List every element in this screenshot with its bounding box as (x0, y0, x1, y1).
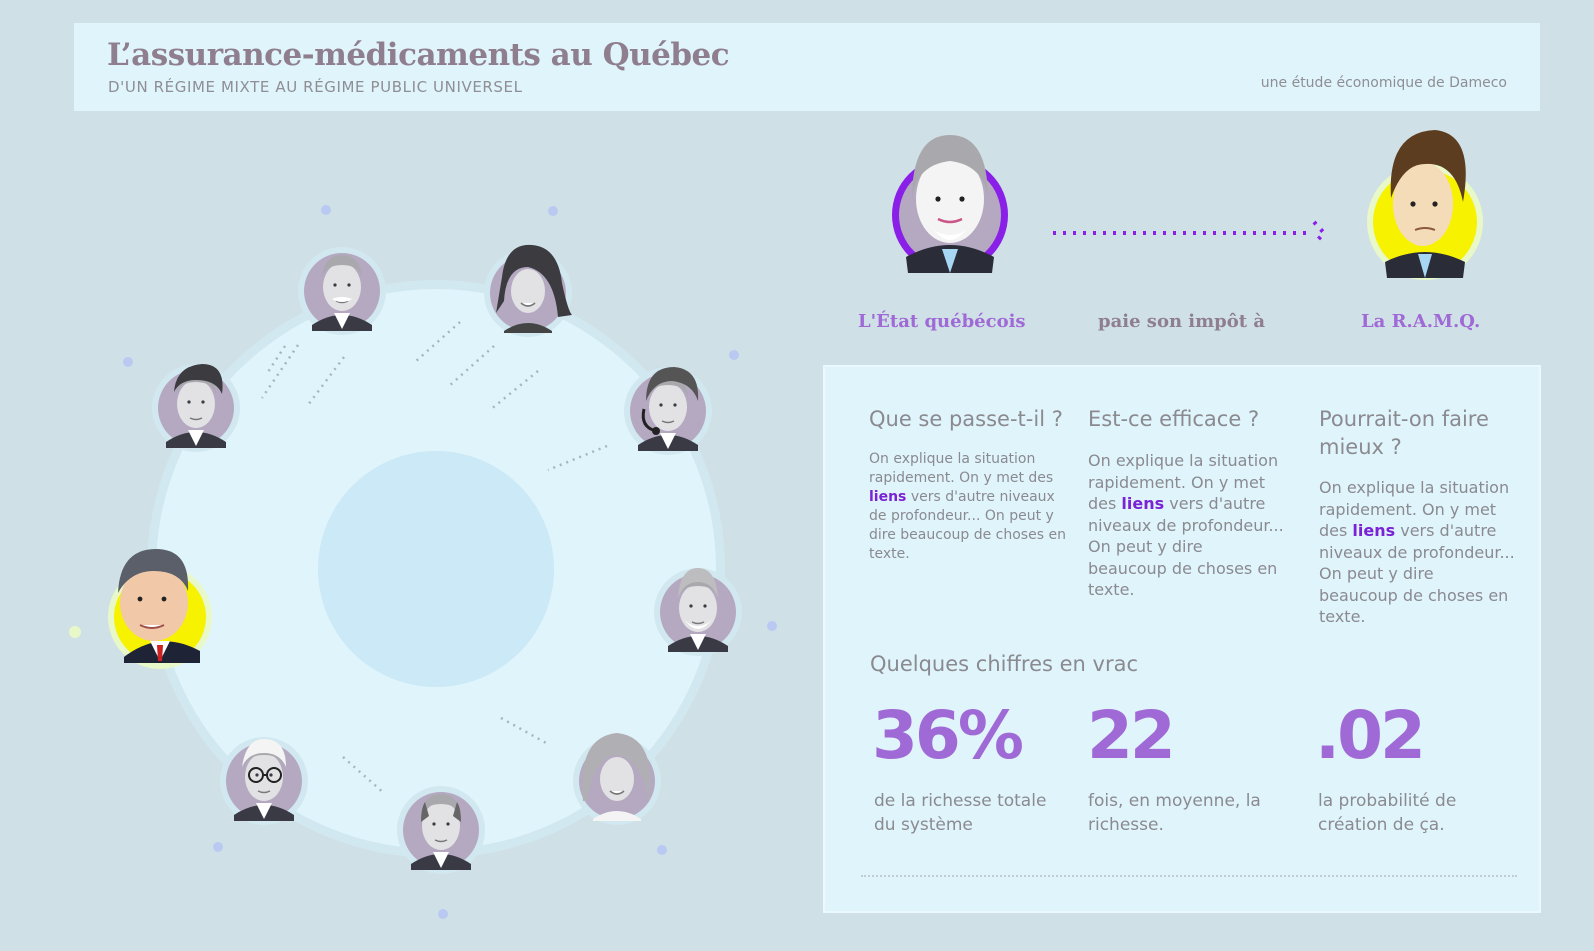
stat-description: fois, en moyenne, la richesse. (1088, 791, 1261, 835)
stats-heading: Quelques chiffres en vrac (870, 652, 1139, 676)
portrait-man-dark-hair (152, 364, 240, 452)
stat-value: 22 (1087, 697, 1176, 774)
column-text: On explique la situation rapidement. On … (1088, 450, 1286, 601)
column-text: On explique la situation rapidement. On … (1319, 477, 1515, 628)
stat-value: .02 (1315, 697, 1426, 774)
text-after: vers d'autre niveaux de profondeur... On… (869, 489, 1066, 562)
liens-link[interactable]: liens (1121, 494, 1165, 513)
flow-from-label[interactable]: L'État québécois (858, 311, 1026, 332)
portrait-man-white-beard (654, 568, 742, 656)
portrait-man-glasses (220, 737, 308, 825)
page-subtitle: D'UN RÉGIME MIXTE AU RÉGIME PUBLIC UNIVE… (108, 78, 523, 96)
flow-verb-label: paie son impôt à (1098, 311, 1266, 332)
text-before: On explique la situation rapidement. On … (1319, 478, 1510, 540)
divider-dotted (861, 875, 1517, 877)
portrait-man-gray-mustache (298, 247, 386, 335)
text-after: vers d'autre niveaux de profondeur... On… (1088, 494, 1284, 599)
column-situation: Que se passe-t-il ? On explique la situa… (869, 405, 1069, 564)
text-before: On explique la situation rapidement. On … (1088, 451, 1279, 513)
liens-link[interactable]: liens (869, 489, 907, 505)
arrow-dotted (1053, 220, 1327, 246)
stat-description: la probabilité de création de ça. (1318, 791, 1457, 835)
center-circle (318, 451, 554, 687)
column-efficacite: Est-ce efficace ? On explique la situati… (1088, 405, 1286, 601)
column-question: Pourrait-on faire mieux ? (1319, 407, 1489, 459)
portrait-woman-headset (624, 367, 712, 455)
stat-value: 36% (872, 697, 1024, 774)
header-banner: L’assurance-médicaments au Québec D'UN R… (74, 23, 1540, 111)
text-before: On explique la situation rapidement. On … (869, 451, 1054, 486)
connector-lines (260, 321, 608, 795)
stat-description: de la richesse totale du système (874, 791, 1047, 835)
flow-to-label[interactable]: La R.A.M.Q. (1361, 311, 1481, 332)
column-question: Est-ce efficace ? (1088, 407, 1260, 431)
info-panel: Que se passe-t-il ? On explique la situa… (823, 365, 1541, 913)
page-title: L’assurance-médicaments au Québec (107, 37, 730, 73)
decorative-dots (123, 205, 777, 919)
text-after: vers d'autre niveaux de profondeur... On… (1319, 521, 1515, 626)
portrait-woman-blonde (573, 733, 661, 825)
portrait-man-balding (397, 786, 485, 874)
column-mieux: Pourrait-on faire mieux ? On explique la… (1319, 405, 1515, 628)
portrait-etat-quebecois (892, 135, 1008, 273)
credit-text: une étude économique de Dameco (1260, 75, 1507, 91)
column-question: Que se passe-t-il ? (869, 407, 1063, 431)
column-text: On explique la situation rapidement. On … (869, 450, 1069, 564)
portrait-woman-dark-hair (484, 244, 572, 337)
portrait-ramq (1367, 130, 1483, 280)
liens-link[interactable]: liens (1352, 521, 1396, 540)
portrait-man-highlighted (108, 549, 212, 669)
